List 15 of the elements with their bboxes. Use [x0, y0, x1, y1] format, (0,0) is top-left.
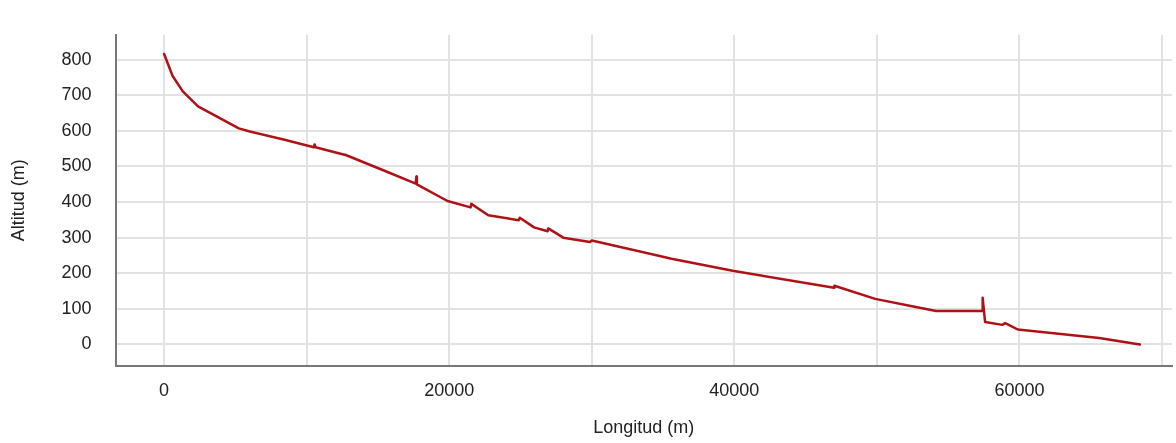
y-axis-title: Altitud (m): [7, 159, 28, 242]
y-tick-label: 200: [61, 262, 92, 283]
y-tick-label: 300: [61, 226, 92, 247]
x-tick-label: 60000: [994, 379, 1045, 400]
x-tick-label: 40000: [709, 379, 760, 400]
y-tick-label: 0: [81, 333, 92, 354]
y-tick-label: 500: [61, 155, 92, 176]
y-tick-label: 100: [61, 297, 92, 318]
x-axis-title: Longitud (m): [593, 417, 695, 438]
x-tick-label: 20000: [424, 379, 475, 400]
y-tick-label: 800: [61, 48, 92, 69]
x-tick-label: 0: [159, 379, 170, 400]
y-tick-label: 400: [61, 191, 92, 212]
y-tick-label: 600: [61, 119, 92, 140]
y-tick-label: 700: [61, 84, 92, 105]
